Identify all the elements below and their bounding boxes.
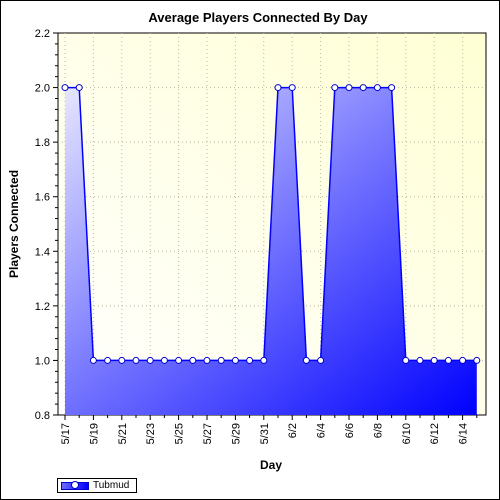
data-point (260, 356, 268, 364)
y-tick-label: 1.0 (35, 355, 50, 367)
y-axis-title: Players Connected (7, 170, 21, 278)
data-point (473, 356, 481, 364)
legend: Tubmud (57, 478, 137, 493)
data-point (246, 356, 254, 364)
data-point (402, 356, 410, 364)
x-axis: 5/17 5/19 5/21 5/23 5/25 5/27 5/29 5/31 6/2 6/4 6/… (60, 415, 478, 444)
y-tick-label: 1.2 (35, 301, 50, 313)
y-tick-label: 2.2 (35, 28, 50, 40)
data-point (331, 84, 339, 92)
x-tick-label: 5/23 (145, 423, 157, 444)
y-tick-label: 1.6 (35, 192, 50, 204)
data-point (359, 84, 367, 92)
data-point (231, 356, 239, 364)
data-point (89, 356, 97, 364)
chart-title: Average Players Connected By Day (148, 10, 368, 25)
x-tick-label: 6/14 (458, 423, 470, 444)
x-tick-label: 5/21 (117, 423, 129, 444)
data-point (302, 356, 310, 364)
data-point (274, 84, 282, 92)
data-point (416, 356, 424, 364)
series-area-fill (65, 87, 477, 416)
x-tick-label: 5/17 (60, 423, 72, 444)
x-tick-label: 6/10 (401, 423, 413, 444)
data-point (373, 84, 381, 92)
data-point (345, 84, 353, 92)
data-point (317, 356, 325, 364)
data-point (132, 356, 140, 364)
area-series (61, 84, 481, 416)
data-point (189, 356, 197, 364)
x-tick-label: 5/29 (230, 423, 242, 444)
data-point (104, 356, 112, 364)
data-point (160, 356, 168, 364)
data-point (175, 356, 183, 364)
y-tick-label: 1.8 (35, 137, 50, 149)
x-tick-label: 5/25 (174, 423, 186, 444)
x-axis-title: Day (260, 458, 282, 472)
legend-swatch-icon (61, 480, 89, 490)
x-tick-label: 5/31 (259, 423, 271, 444)
data-point (61, 84, 69, 92)
x-tick-label: 5/27 (202, 423, 214, 444)
data-point (430, 356, 438, 364)
y-tick-label: 2.0 (35, 83, 50, 95)
x-tick-label: 6/8 (372, 423, 384, 438)
data-point (388, 84, 396, 92)
data-point (146, 356, 154, 364)
data-point (288, 84, 296, 92)
x-tick-label: 6/6 (344, 423, 356, 438)
data-point (203, 356, 211, 364)
legend-label: Tubmud (93, 480, 130, 491)
y-tick-label: 1.4 (35, 246, 50, 258)
y-axis: 0.8 1.0 1.2 1.4 1.6 1.8 2.0 2.2 (35, 28, 58, 422)
x-tick-label: 6/12 (429, 423, 441, 444)
data-point (75, 84, 83, 92)
x-tick-label: 6/4 (316, 423, 328, 438)
data-point (217, 356, 225, 364)
data-point (118, 356, 126, 364)
y-tick-label: 0.8 (35, 410, 50, 422)
data-point (459, 356, 467, 364)
data-point (444, 356, 452, 364)
x-tick-label: 5/19 (88, 423, 100, 444)
x-tick-label: 6/2 (287, 423, 299, 438)
